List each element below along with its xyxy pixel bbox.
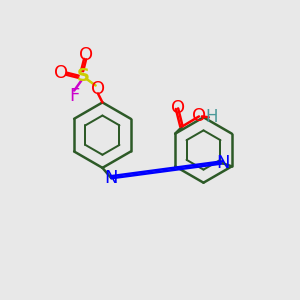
Text: O: O (54, 64, 68, 82)
Text: N: N (216, 154, 230, 172)
Text: S: S (76, 67, 90, 85)
Text: F: F (69, 87, 79, 105)
Text: O: O (91, 80, 105, 98)
Text: O: O (192, 107, 206, 125)
Text: O: O (79, 46, 93, 64)
Text: N: N (105, 169, 118, 187)
Text: H: H (206, 108, 218, 126)
Text: O: O (171, 99, 185, 117)
